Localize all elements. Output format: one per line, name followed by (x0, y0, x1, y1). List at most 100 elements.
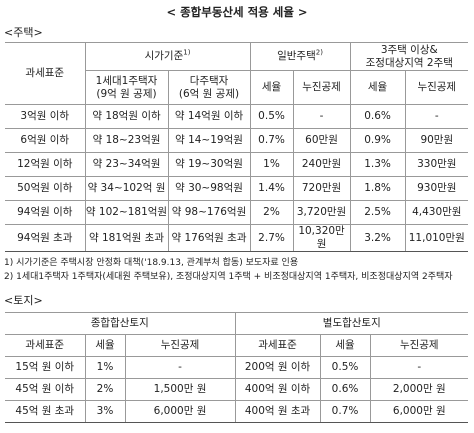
section-label: <주택> (4, 26, 43, 39)
cell: 약 14~19억원 (167, 128, 251, 153)
cell: 3억원 이하 (5, 104, 86, 129)
header-cell: 별도합산토지 (234, 312, 469, 335)
cell: 1.8% (349, 176, 406, 201)
cell: 약 34~102억 원 (84, 176, 169, 201)
cell: 0.5% (319, 356, 371, 379)
cell: 1,500만 원 (124, 378, 236, 401)
header-text: 일반주택 (277, 50, 316, 62)
header-cell: 누진공제 (292, 70, 351, 105)
table-row: 1세대1주택자 (9억 원 공제) 다주택자 (6억 원 공제) 세율 누진공제 세율 누… (5, 70, 469, 105)
table-row: 45억 원 이하 2% 1,500만 원 400억 원 이하 0.6% 2,000만 원 (5, 378, 469, 401)
cell: 90만원 (404, 128, 469, 153)
cell: 6,000만 원 (124, 400, 236, 423)
cell: 3,720만원 (292, 200, 351, 225)
table-row: 과세표준 시가기준1) 일반주택2) 3주택 이상& 조정대상지역 2주택 (5, 42, 469, 105)
cell: 1% (84, 356, 126, 379)
table-row: 3억원 이하 약 18억원 이하 약 14억원 이하 0.5% -0.6% - (5, 104, 469, 129)
notes: 1) 시가기준은 주택시장 안정화 대책('18.9.13, 관계부처 합동) … (4, 256, 470, 284)
cell: - (404, 104, 469, 129)
header-cell: 1세대1주택자 (9억 원 공제) (85, 70, 169, 105)
cell: 4,430만원 (404, 200, 469, 225)
header-cell: 일반주택2) (249, 42, 351, 71)
table-row: 과세표준 세율 누진공제 과세표준 세율 누진공제 (5, 334, 469, 357)
cell: - (369, 356, 469, 379)
title: < 종합부동산세 적용 세율 > (166, 5, 308, 19)
cell: 0.6% (349, 104, 406, 129)
cell: - (292, 104, 351, 129)
header-cell: 과세표준 (234, 334, 321, 357)
cell: 1% (249, 152, 294, 177)
cell: 2.5% (349, 200, 406, 225)
note: 1) 시가기준은 주택시장 안정화 대책('18.9.13, 관계부처 합동) … (4, 258, 299, 268)
table-row: 15억 원 이하 1% -200억 원 이하 0.5% - (5, 356, 469, 379)
cell: 3.2% (349, 224, 406, 252)
cell: 45억 원 초과 (5, 400, 86, 423)
cell: 45억 원 이하 (5, 378, 86, 401)
header-text: 3주택 이상& 조정대상지역 2주택 (365, 43, 453, 69)
cell: 11,010만원 (404, 224, 469, 252)
cell: 1.4% (249, 176, 294, 201)
cell: 2.7% (249, 224, 294, 252)
cell: 2% (249, 200, 294, 225)
footnote-mark: 2) (315, 48, 323, 57)
cell: 약 30~98억원 (167, 176, 251, 201)
header-cell: 세율 (249, 70, 294, 105)
cell: 200억 원 이하 (234, 356, 321, 379)
header-cell: 시가기준1) (84, 42, 251, 71)
header-cell: 누진공제 (124, 334, 236, 357)
cell: 50억원 이하 (5, 176, 86, 201)
cell: 1.3% (349, 152, 406, 177)
cell: 약 23~34억원 (84, 152, 169, 177)
cell: 약 19~30억원 (167, 152, 251, 177)
cell: 240만원 (292, 152, 351, 177)
header-cell: 3주택 이상& 조정대상지역 2주택 (349, 42, 469, 71)
header-cell: 세율 (349, 70, 406, 105)
cell: 10,320만원 (292, 224, 351, 252)
cell: 약 14억원 이하 (167, 104, 251, 129)
header-cell: 다주택자 (6억 원 공제) (167, 70, 251, 105)
cell: 6,000만 원 (369, 400, 469, 423)
cell: 2% (84, 378, 126, 401)
footnote-mark: 1) (183, 48, 191, 57)
table-row: 94억원 초과 약 181억원 초과 약 176억원 초과 2.7% 10,320만원 3… (5, 224, 469, 252)
header-cell: 누진공제 (404, 70, 469, 105)
header-cell: 과세표준 (5, 334, 86, 357)
cell: 약 18~23억원 (84, 128, 169, 153)
table-row: 45억 원 초과 3% 6,000만 원 400억 원 초과 0.7% 6,000만 원 (5, 400, 469, 423)
land-table: 종합합산토지 별도합산토지 과세표준 세율 누진공제 과세표준 세율 누진공제 15억 원 이하… (5, 312, 469, 423)
header-cell: 과세표준 (5, 42, 86, 105)
section-label: <토지> (4, 294, 43, 307)
cell: 15억 원 이하 (5, 356, 86, 379)
cell: 0.7% (249, 128, 294, 153)
header-text: 과세표준 (25, 67, 65, 79)
cell: 0.7% (319, 400, 371, 423)
cell: 6억원 이하 (5, 128, 86, 153)
table-row: 12억원 이하 약 23~34억원 약 19~30억원 1% 240만원 1.3% 330만… (5, 152, 469, 177)
cell: 12억원 이하 (5, 152, 86, 177)
header-cell: 누진공제 (369, 334, 469, 357)
header-cell: 종합합산토지 (5, 312, 236, 335)
cell: 400억 원 이하 (234, 378, 321, 401)
cell: 0.6% (319, 378, 371, 401)
cell: 3% (84, 400, 126, 423)
cell: 720만원 (292, 176, 351, 201)
table-row: 종합합산토지 별도합산토지 (5, 312, 469, 335)
note: 2) 1세대1주택자 1주택자(세대원 주택보유), 조정대상지역 1주택 + … (4, 272, 453, 282)
cell: 330만원 (404, 152, 469, 177)
table-row: 6억원 이하 약 18~23억원 약 14~19억원 0.7% 60만원 0.9% 90만원 (5, 128, 469, 153)
header-cell: 세율 (84, 334, 126, 357)
cell: 0.5% (249, 104, 294, 129)
cell: 60만원 (292, 128, 351, 153)
cell: 400억 원 초과 (234, 400, 321, 423)
cell: 약 18억원 이하 (84, 104, 169, 129)
cell: 94억원 초과 (5, 224, 86, 252)
cell: 약 181억원 초과 (84, 224, 169, 252)
cell: 0.9% (349, 128, 406, 153)
table-row: 94억원 이하 약 102~181억원 약 98~176억원 2% 3,720만원 2.5… (5, 200, 469, 225)
cell: 약 102~181억원 (84, 200, 169, 225)
cell: 2,000만 원 (369, 378, 469, 401)
cell: - (124, 356, 236, 379)
cell: 94억원 이하 (5, 200, 86, 225)
